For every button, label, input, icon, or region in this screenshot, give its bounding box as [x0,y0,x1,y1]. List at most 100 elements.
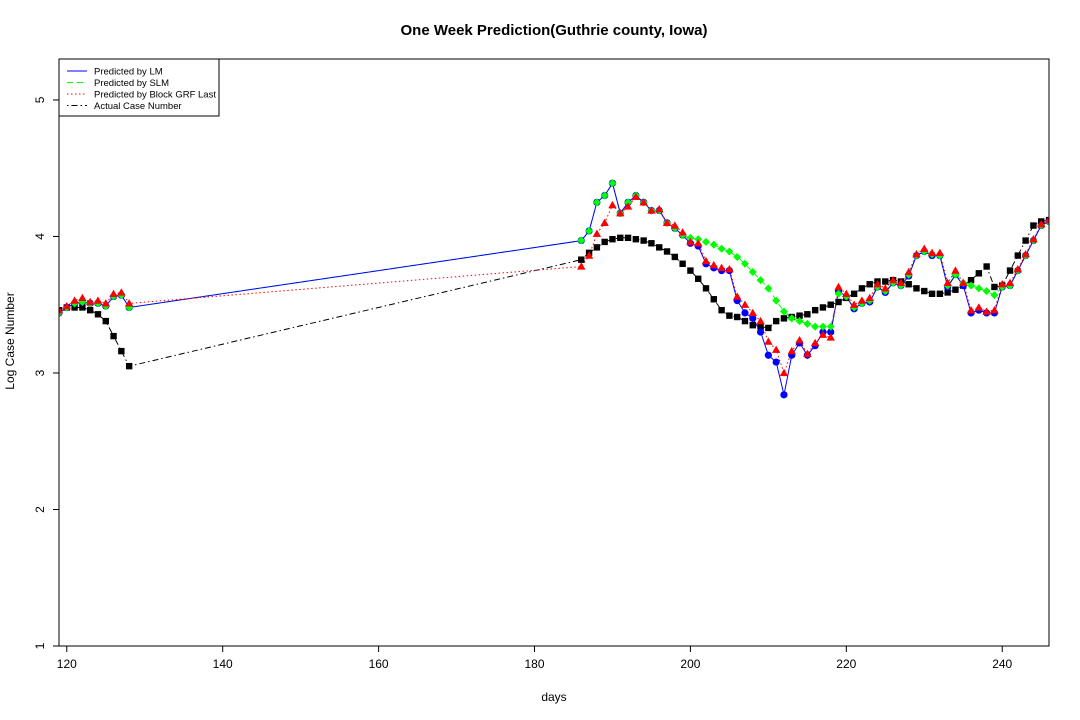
data-point-3-29 [726,312,733,319]
data-point-3-57 [944,289,951,296]
data-point-2-17 [631,192,641,201]
data-point-3-20 [656,244,663,251]
data-point-2-20 [655,204,664,213]
data-point-2-62 [982,307,991,315]
data-point-3-4 [86,306,94,314]
data-point-2-30 [732,292,742,300]
data-point-3-45 [850,290,858,297]
data-point-2-57 [943,278,952,287]
data-point-1-12 [592,198,601,207]
data-point-2-0 [59,305,64,314]
chart-title: One Week Prediction(Guthrie county, Iowa… [401,22,708,39]
data-point-2-69 [1037,219,1046,228]
data-point-2-55 [927,248,937,256]
legend-box [58,58,220,117]
data-point-3-34 [765,324,772,332]
data-point-3-22 [671,253,679,261]
data-point-3-54 [921,287,928,295]
data-point-1-26 [702,237,711,246]
plot-frame [58,58,1050,647]
data-point-2-67 [1021,250,1030,258]
data-point-2-5 [93,296,103,304]
data-point-3-6 [102,317,109,325]
data-point-2-44 [842,289,851,297]
legend-entry-0: Predicted by LM [94,67,163,78]
data-point-0-34 [764,351,772,359]
data-point-3-49 [882,278,889,285]
data-point-3-63 [991,283,998,291]
data-point-2-49 [881,284,890,292]
data-point-3-33 [757,323,764,330]
data-point-2-4 [85,297,95,306]
data-point-3-40 [811,306,819,314]
data-point-2-38 [795,336,804,344]
data-point-2-42 [826,333,835,341]
data-point-3-32 [749,321,756,329]
data-point-3-25 [695,275,702,282]
data-point-2-70 [1044,215,1049,224]
x-tick-label-160: 160 [369,657,389,671]
y-tick-label-4: 4 [33,233,47,240]
data-point-2-34 [764,337,773,345]
data-point-3-43 [835,298,842,306]
data-point-2-48 [873,280,882,288]
data-point-2-1 [62,301,71,310]
data-point-1-63 [990,291,999,300]
data-point-2-29 [725,265,734,273]
data-point-2-51 [896,278,906,287]
data-point-3-12 [593,244,601,251]
legend-entry-1: Predicted by SLM [94,78,169,89]
data-point-1-40 [811,322,820,331]
axes: 120 140 160 180 200 220 240 1 2 3 4 5 [33,58,1050,671]
data-point-2-15 [616,209,625,217]
data-point-2-8 [117,288,126,296]
data-point-2-41 [818,330,828,338]
data-point-3-66 [1014,252,1022,259]
data-point-2-3 [78,293,87,302]
data-point-3-19 [648,240,655,247]
data-point-3-3 [79,304,86,311]
data-point-2-43 [834,282,843,291]
data-point-3-27 [710,296,718,303]
data-point-3-15 [617,234,624,242]
data-point-1-35 [772,296,781,305]
data-point-2-24 [686,237,695,246]
data-point-2-58 [951,266,960,274]
data-point-3-68 [1030,222,1037,229]
y-tick-label-1: 1 [33,642,47,649]
data-point-2-66 [1013,265,1023,273]
data-point-1-39 [803,319,812,328]
data-point-2-37 [787,346,796,355]
x-tick-label-200: 200 [680,657,700,671]
data-point-2-65 [1005,278,1015,287]
data-point-3-52 [905,281,912,288]
data-point-2-16 [623,202,633,210]
series-line-1 [59,181,1049,328]
data-point-3-7 [110,332,117,340]
data-point-2-27 [709,260,719,269]
data-point-1-13 [600,191,609,200]
data-point-1-31 [740,259,749,268]
data-point-3-23 [679,260,686,267]
data-point-1-43 [834,289,843,298]
data-point-2-11 [584,251,594,259]
data-point-0-33 [756,328,765,336]
x-tick-label-220: 220 [836,657,856,671]
data-point-2-19 [647,206,656,214]
series-line-3 [59,219,1049,367]
data-point-3-56 [936,290,944,297]
data-point-2-28 [717,263,726,272]
data-point-3-60 [967,276,975,284]
data-point-0-42 [827,328,835,336]
data-point-2-61 [974,303,984,311]
data-point-1-41 [818,322,827,331]
plot-area [59,179,1049,399]
data-point-2-33 [756,316,765,325]
data-point-3-26 [702,285,710,292]
data-point-3-2 [71,304,78,311]
data-point-1-33 [756,276,765,285]
data-point-2-2 [70,296,79,304]
data-point-3-47 [866,281,873,288]
data-point-3-30 [733,313,741,321]
